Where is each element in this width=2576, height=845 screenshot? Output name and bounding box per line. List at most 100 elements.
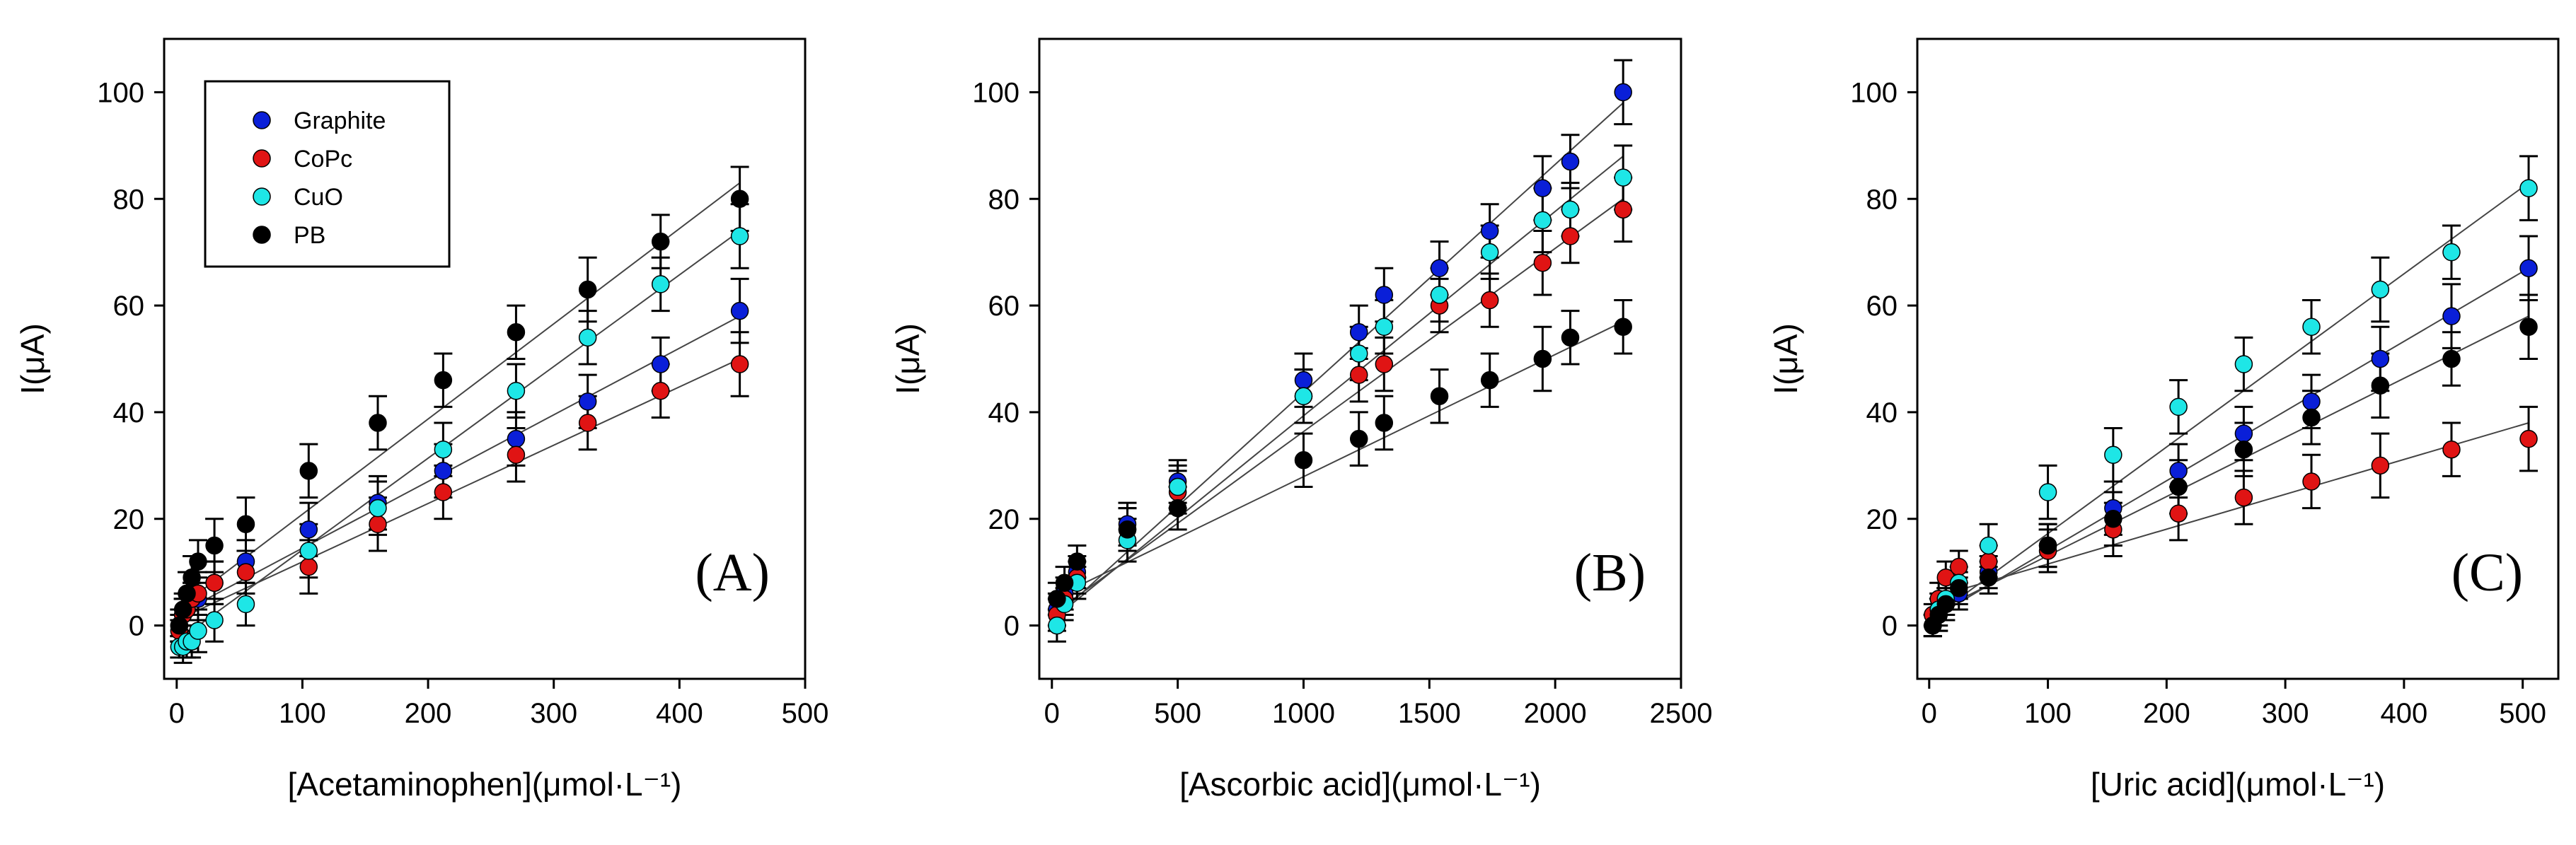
y-axis-title: I(μA)	[889, 323, 926, 395]
y-tick-label: 60	[988, 291, 1020, 322]
x-axis-title: [Acetaminophen](μmol·L⁻¹)	[288, 766, 682, 803]
data-point-cuo	[1375, 317, 1394, 336]
data-point-copc	[1375, 355, 1394, 373]
x-tick-label: 1000	[1272, 698, 1335, 729]
data-point-copc	[730, 355, 749, 373]
x-tick-label: 400	[2381, 698, 2428, 729]
data-point-pb	[730, 190, 749, 208]
data-point-cuo	[1294, 387, 1313, 406]
fit-line-graphite	[1051, 102, 1624, 621]
data-point-pb	[1168, 499, 1187, 518]
data-point-graphite	[1375, 286, 1394, 304]
fit-line-pb	[176, 182, 741, 610]
data-point-pb	[2371, 376, 2390, 395]
y-tick-label: 20	[1866, 504, 1898, 535]
x-tick-label: 0	[1922, 698, 1937, 729]
x-tick-label: 2000	[1524, 698, 1587, 729]
panel-letter: (B)	[1574, 543, 1646, 602]
data-point-graphite	[2302, 392, 2321, 411]
data-point-cuo	[2104, 445, 2122, 464]
x-tick-label: 0	[169, 698, 185, 729]
data-point-copc	[2442, 440, 2461, 459]
data-point-graphite	[2519, 259, 2538, 278]
data-point-cuo	[189, 622, 207, 640]
x-tick-label: 500	[2499, 698, 2546, 729]
data-point-cuo	[205, 611, 224, 629]
data-point-pb	[1480, 371, 1499, 390]
data-point-graphite	[730, 301, 749, 320]
data-point-cuo	[369, 499, 387, 518]
y-tick-label: 100	[972, 77, 1020, 108]
data-point-copc	[1349, 366, 1368, 384]
data-point-graphite	[299, 520, 318, 539]
legend-marker-pb	[253, 226, 271, 244]
y-tick-label: 40	[113, 397, 145, 429]
legend-box	[204, 80, 451, 268]
y-tick-label: 60	[1866, 291, 1898, 322]
data-point-graphite	[578, 392, 597, 411]
legend-label-copc: CoPc	[294, 146, 352, 173]
fit-line-cuo	[1051, 156, 1624, 621]
data-point-copc	[205, 573, 224, 592]
data-point-pb	[1430, 387, 1449, 406]
y-tick-label: 20	[988, 504, 1020, 535]
data-point-pb	[1048, 590, 1066, 608]
data-point-copc	[1561, 227, 1580, 245]
data-point-pb	[2038, 536, 2057, 555]
y-tick-label: 80	[988, 184, 1020, 215]
legend-label-graphite: Graphite	[294, 107, 386, 134]
data-point-cuo	[1614, 168, 1632, 187]
y-tick-label: 0	[129, 611, 144, 642]
data-point-cuo	[1979, 536, 1998, 555]
data-point-cuo	[1048, 616, 1066, 635]
fit-line-cuo	[176, 230, 741, 643]
data-point-cuo	[1430, 286, 1449, 304]
data-point-copc	[1533, 254, 1552, 272]
data-point-pb	[299, 462, 318, 480]
data-point-pb	[2442, 349, 2461, 368]
panel-letter: (A)	[695, 543, 770, 602]
data-point-cuo	[1533, 211, 1552, 230]
data-point-pb	[1118, 520, 1137, 539]
data-point-graphite	[1430, 259, 1449, 278]
data-point-pb	[2519, 317, 2538, 336]
data-point-cuo	[2371, 280, 2390, 299]
y-tick-label: 60	[113, 291, 145, 322]
fit-line-pb	[1929, 315, 2529, 616]
data-point-pb	[507, 323, 526, 342]
data-point-graphite	[507, 429, 526, 448]
data-point-pb	[1561, 328, 1580, 347]
data-point-copc	[2519, 429, 2538, 448]
data-point-pb	[1936, 595, 1956, 614]
data-point-cuo	[651, 275, 670, 293]
data-point-pb	[236, 515, 255, 534]
data-point-copc	[507, 445, 526, 464]
data-point-pb	[2169, 477, 2188, 496]
x-tick-label: 500	[1154, 698, 1201, 729]
data-point-copc	[299, 557, 318, 576]
data-point-copc	[1979, 552, 1998, 571]
data-point-cuo	[2169, 397, 2188, 416]
data-point-copc	[651, 382, 670, 400]
data-point-copc	[2169, 504, 2188, 523]
legend-label-pb: PB	[294, 222, 325, 249]
data-point-pb	[651, 232, 670, 251]
fit-line-graphite	[1929, 267, 2529, 621]
fit-line-copc	[1929, 422, 2529, 600]
x-tick-label: 400	[656, 698, 703, 729]
fit-line-cuo	[1929, 182, 2529, 621]
y-axis-title: I(μA)	[1767, 323, 1804, 395]
data-point-pb	[205, 536, 224, 555]
y-tick-label: 20	[113, 504, 145, 535]
data-point-pb	[173, 600, 192, 619]
data-point-graphite	[1480, 221, 1499, 240]
data-point-cuo	[2302, 317, 2321, 336]
data-point-cuo	[1168, 477, 1187, 496]
data-point-pb	[2234, 440, 2253, 459]
data-point-cuo	[1349, 344, 1368, 363]
legend-marker-graphite	[253, 111, 271, 129]
y-tick-label: 40	[988, 397, 1020, 429]
chart-panel-1: 0 100 200 300 400 500 0 20 40 60 80 100 [Acetaminoph…	[14, 37, 828, 803]
data-point-copc	[2371, 456, 2390, 475]
y-tick-label: 100	[1850, 77, 1898, 108]
